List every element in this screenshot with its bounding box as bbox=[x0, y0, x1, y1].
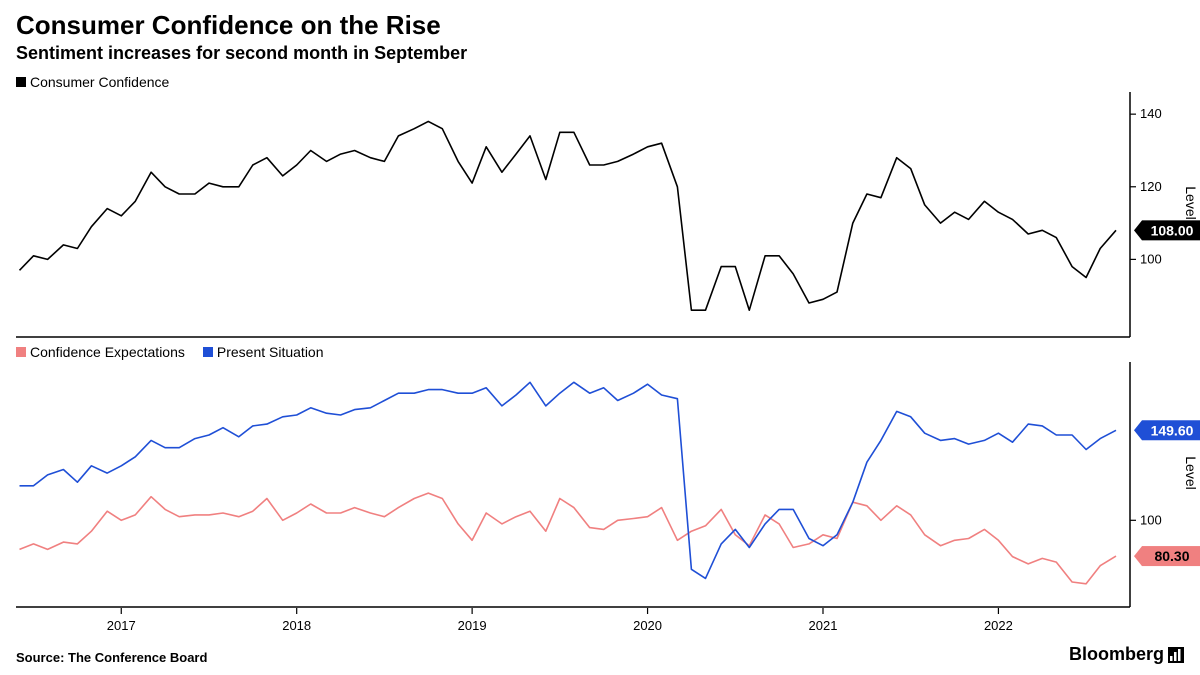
bottom-legend: Confidence Expectations Present Situatio… bbox=[16, 344, 324, 360]
legend-label: Present Situation bbox=[217, 344, 324, 360]
top-chart-panel: Consumer Confidence 100 120 140 Level 108.00 bbox=[0, 68, 1200, 338]
svg-text:2017: 2017 bbox=[107, 618, 136, 633]
svg-text:120: 120 bbox=[1140, 179, 1162, 194]
top-legend: Consumer Confidence bbox=[16, 74, 169, 90]
legend-item-consumer-confidence: Consumer Confidence bbox=[16, 74, 169, 90]
brand-icon bbox=[1168, 647, 1184, 663]
svg-text:Level: Level bbox=[1183, 186, 1199, 219]
legend-item-expectations: Confidence Expectations bbox=[16, 344, 185, 360]
chart-title: Consumer Confidence on the Rise bbox=[16, 10, 1184, 41]
top-chart-svg: 100 120 140 Level 108.00 bbox=[0, 68, 1200, 338]
svg-text:108.00: 108.00 bbox=[1151, 222, 1194, 238]
legend-item-present: Present Situation bbox=[203, 344, 324, 360]
legend-swatch bbox=[16, 347, 26, 357]
legend-label: Confidence Expectations bbox=[30, 344, 185, 360]
charts-area: Consumer Confidence 100 120 140 Level 108.00… bbox=[0, 68, 1200, 638]
bottom-chart-svg: 100 Level 149.60 80.30 bbox=[0, 338, 1200, 608]
svg-text:80.30: 80.30 bbox=[1154, 548, 1189, 564]
chart-subtitle: Sentiment increases for second month in … bbox=[16, 43, 1184, 64]
legend-swatch bbox=[16, 77, 26, 87]
svg-text:100: 100 bbox=[1140, 512, 1162, 527]
brand-label: Bloomberg bbox=[1069, 644, 1184, 665]
x-axis-svg: 2017 2018 2019 2020 2021 2022 bbox=[0, 608, 1200, 638]
footer: Source: The Conference Board Bloomberg bbox=[0, 638, 1200, 675]
chart-header: Consumer Confidence on the Rise Sentimen… bbox=[0, 0, 1200, 68]
svg-text:2020: 2020 bbox=[633, 618, 662, 633]
svg-text:2018: 2018 bbox=[282, 618, 311, 633]
svg-text:2021: 2021 bbox=[809, 618, 838, 633]
bottom-chart-panel: Confidence Expectations Present Situatio… bbox=[0, 338, 1200, 608]
svg-text:2022: 2022 bbox=[984, 618, 1013, 633]
legend-swatch bbox=[203, 347, 213, 357]
svg-text:100: 100 bbox=[1140, 251, 1162, 266]
source-label: Source: The Conference Board bbox=[16, 650, 207, 665]
svg-text:140: 140 bbox=[1140, 106, 1162, 121]
brand-text: Bloomberg bbox=[1069, 644, 1164, 665]
legend-label: Consumer Confidence bbox=[30, 74, 169, 90]
svg-text:Level: Level bbox=[1183, 456, 1199, 489]
svg-text:149.60: 149.60 bbox=[1151, 422, 1194, 438]
svg-text:2019: 2019 bbox=[458, 618, 487, 633]
x-axis-area: 2017 2018 2019 2020 2021 2022 bbox=[0, 608, 1200, 638]
